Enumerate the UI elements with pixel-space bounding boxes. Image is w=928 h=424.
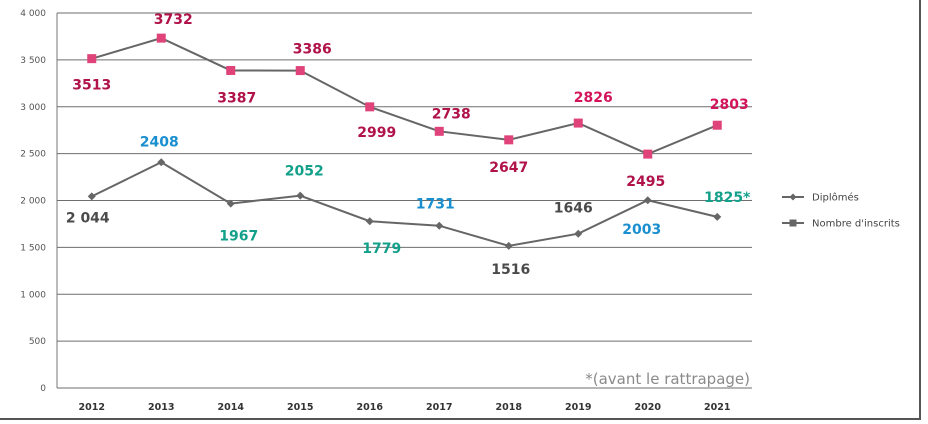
inscrits-point <box>643 149 653 159</box>
inscrits-point <box>156 33 166 43</box>
diplomes-data-label: 2052 <box>285 164 324 180</box>
x-tick-label: 2013 <box>148 402 174 413</box>
x-tick-label: 2020 <box>635 402 662 413</box>
diplomes-point <box>226 199 235 208</box>
y-tick-label: 500 <box>29 337 46 347</box>
y-tick-label: 0 <box>40 384 46 394</box>
diplomes-data-label: 2003 <box>622 222 661 238</box>
y-tick-label: 2 500 <box>20 150 46 160</box>
y-tick-label: 3 000 <box>20 103 46 113</box>
y-tick-label: 1 500 <box>20 243 46 253</box>
inscrits-data-label: 2803 <box>710 97 749 113</box>
diplomes-data-label: 1731 <box>416 197 455 213</box>
inscrits-point <box>504 135 514 145</box>
inscrits-data-label: 2647 <box>489 160 528 176</box>
x-tick-label: 2012 <box>79 402 105 413</box>
inscrits-data-label: 2826 <box>574 90 613 106</box>
diplomes-point <box>157 158 166 167</box>
legend-marker <box>789 219 797 227</box>
diplomes-data-label: 1646 <box>554 201 593 217</box>
diplomes-data-label: 1967 <box>219 229 258 245</box>
x-tick-label: 2021 <box>704 402 730 413</box>
y-tick-label: 4 000 <box>20 9 46 19</box>
inscrits-data-label: 3732 <box>154 12 193 28</box>
legend-marker <box>789 193 797 201</box>
inscrits-point <box>295 66 305 76</box>
x-tick-label: 2017 <box>426 402 452 413</box>
inscrits-point <box>87 54 97 64</box>
x-tick-label: 2018 <box>496 402 523 413</box>
diplomes-point <box>713 212 722 221</box>
y-tick-label: 1 000 <box>20 290 46 300</box>
inscrits-data-label: 2495 <box>626 174 665 190</box>
x-tick-label: 2014 <box>218 402 245 413</box>
x-tick-label: 2016 <box>357 402 384 413</box>
x-tick-label: 2015 <box>287 402 313 413</box>
inscrits-data-label: 3387 <box>217 90 256 106</box>
annotation-note: *(avant le rattrapage) <box>585 370 750 388</box>
inscrits-point <box>226 65 236 75</box>
diplomes-point <box>365 217 374 226</box>
inscrits-point <box>573 118 583 128</box>
inscrits-data-label: 2738 <box>432 106 471 122</box>
x-tick-label: 2019 <box>565 402 591 413</box>
diplomes-data-label: 1779 <box>362 241 401 257</box>
inscrits-series-line <box>91 37 718 156</box>
legend-label: Diplômés <box>812 192 859 204</box>
inscrits-data-label: 2999 <box>357 125 396 141</box>
diplomes-series-line <box>91 161 718 247</box>
inscrits-point <box>365 102 375 112</box>
y-tick-label: 3 500 <box>20 56 46 66</box>
diplomes-data-label: 2 044 <box>66 210 110 226</box>
diplomes-point <box>574 229 583 238</box>
inscrits-data-label: 3386 <box>293 42 332 58</box>
inscrits-data-label: 3513 <box>72 78 111 94</box>
diplomes-point <box>435 221 444 230</box>
diplomes-point <box>643 196 652 205</box>
diplomes-data-label: 2408 <box>140 134 179 150</box>
inscrits-point <box>434 126 444 136</box>
y-tick-label: 2 000 <box>20 197 46 207</box>
diplomes-point <box>296 191 305 200</box>
diplomes-point <box>87 192 96 201</box>
inscrits-point <box>712 120 722 130</box>
diplomes-point <box>504 241 513 250</box>
diplomes-data-label: 1516 <box>491 262 530 278</box>
diplomes-data-label: 1825* <box>704 190 751 206</box>
legend-label: Nombre d'inscrits <box>812 219 900 230</box>
